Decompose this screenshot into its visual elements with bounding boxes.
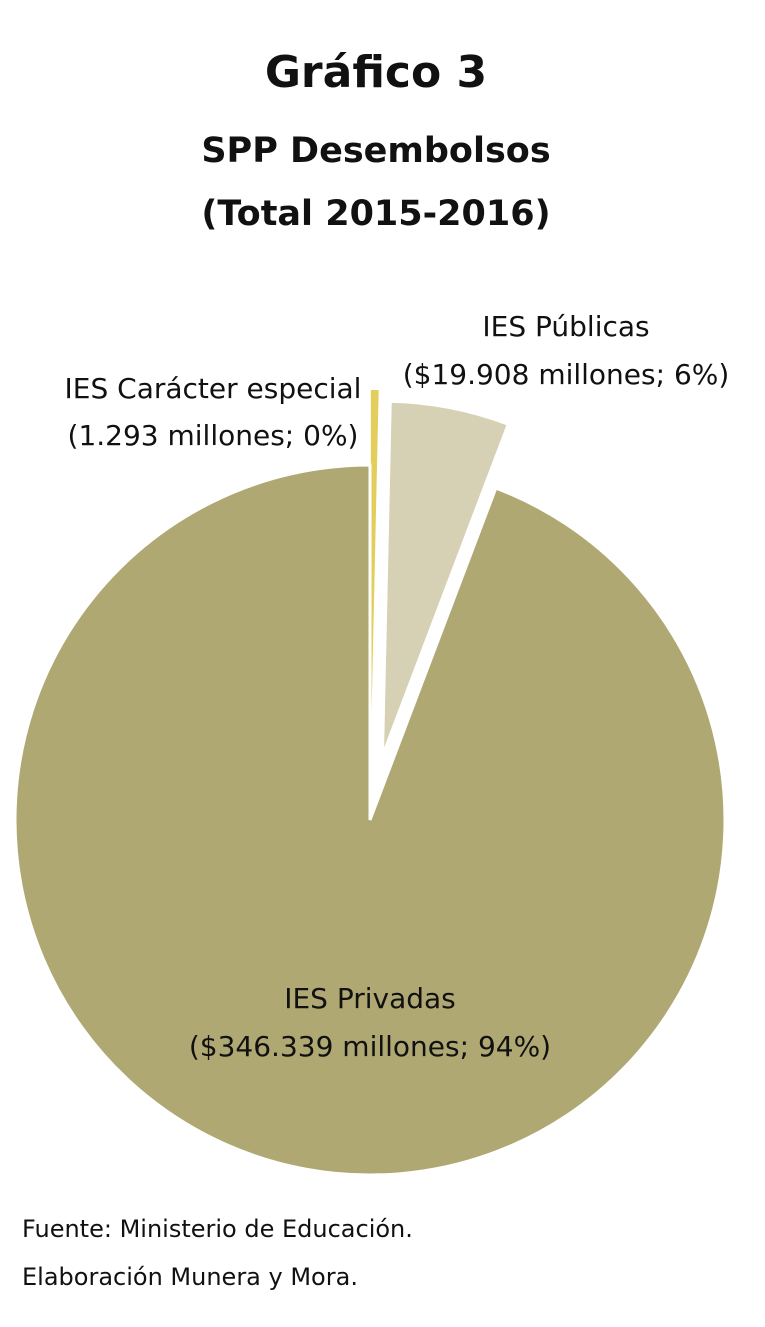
- chart-subtitle: SPP Desembolsos: [201, 131, 550, 171]
- slice-value-label: (1.293 millones; 0%): [68, 419, 359, 452]
- slice-value-label: ($346.339 millones; 94%): [189, 1030, 551, 1063]
- source-note: Elaboración Munera y Mora.: [22, 1263, 358, 1291]
- pie-slice: [370, 390, 379, 746]
- source-note: Fuente: Ministerio de Educación.: [22, 1215, 413, 1243]
- chart-subtitle: (Total 2015-2016): [201, 194, 550, 234]
- slice-value-label: ($19.908 millones; 6%): [403, 358, 730, 391]
- chart-title: Gráfico 3: [265, 47, 487, 98]
- pie-slice: [380, 399, 511, 757]
- slice-label: IES Privadas: [284, 982, 456, 1015]
- slice-label: IES Carácter especial: [65, 372, 362, 405]
- pie-slice: [13, 463, 727, 1177]
- slice-label: IES Públicas: [482, 310, 649, 343]
